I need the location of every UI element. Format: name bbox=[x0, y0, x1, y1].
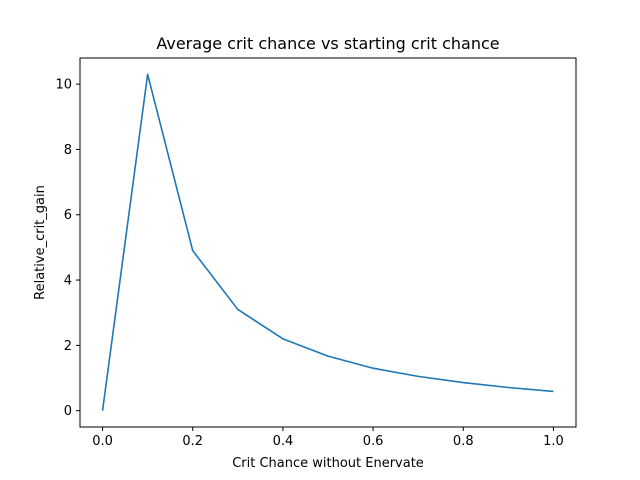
x-tick-label: 0.4 bbox=[273, 434, 294, 449]
plot-frame bbox=[79, 57, 577, 428]
y-axis-label: Relative_crit_gain bbox=[33, 185, 48, 300]
x-axis: 0.0 0.2 0.4 0.6 0.8 1.0 bbox=[92, 427, 564, 449]
x-tick-label: 0.6 bbox=[363, 434, 384, 449]
y-tick-label: 0 bbox=[64, 404, 72, 419]
plot-area bbox=[101, 73, 554, 411]
x-axis-label: Crit Chance without Enervate bbox=[232, 456, 424, 471]
y-tick-label: 10 bbox=[55, 78, 72, 93]
chart-title: Average crit chance vs starting crit cha… bbox=[156, 34, 499, 53]
y-tick-label: 4 bbox=[64, 274, 72, 289]
x-tick-label: 0.0 bbox=[92, 434, 113, 449]
y-tick-label: 6 bbox=[64, 208, 72, 223]
x-tick-label: 0.2 bbox=[182, 434, 203, 449]
x-tick-label: 1.0 bbox=[543, 434, 564, 449]
x-tick-label: 0.8 bbox=[453, 434, 474, 449]
y-tick-label: 8 bbox=[64, 143, 72, 158]
series-line bbox=[101, 73, 554, 411]
y-tick-label: 2 bbox=[64, 339, 72, 354]
y-axis: 0 2 4 6 8 10 bbox=[55, 78, 80, 419]
